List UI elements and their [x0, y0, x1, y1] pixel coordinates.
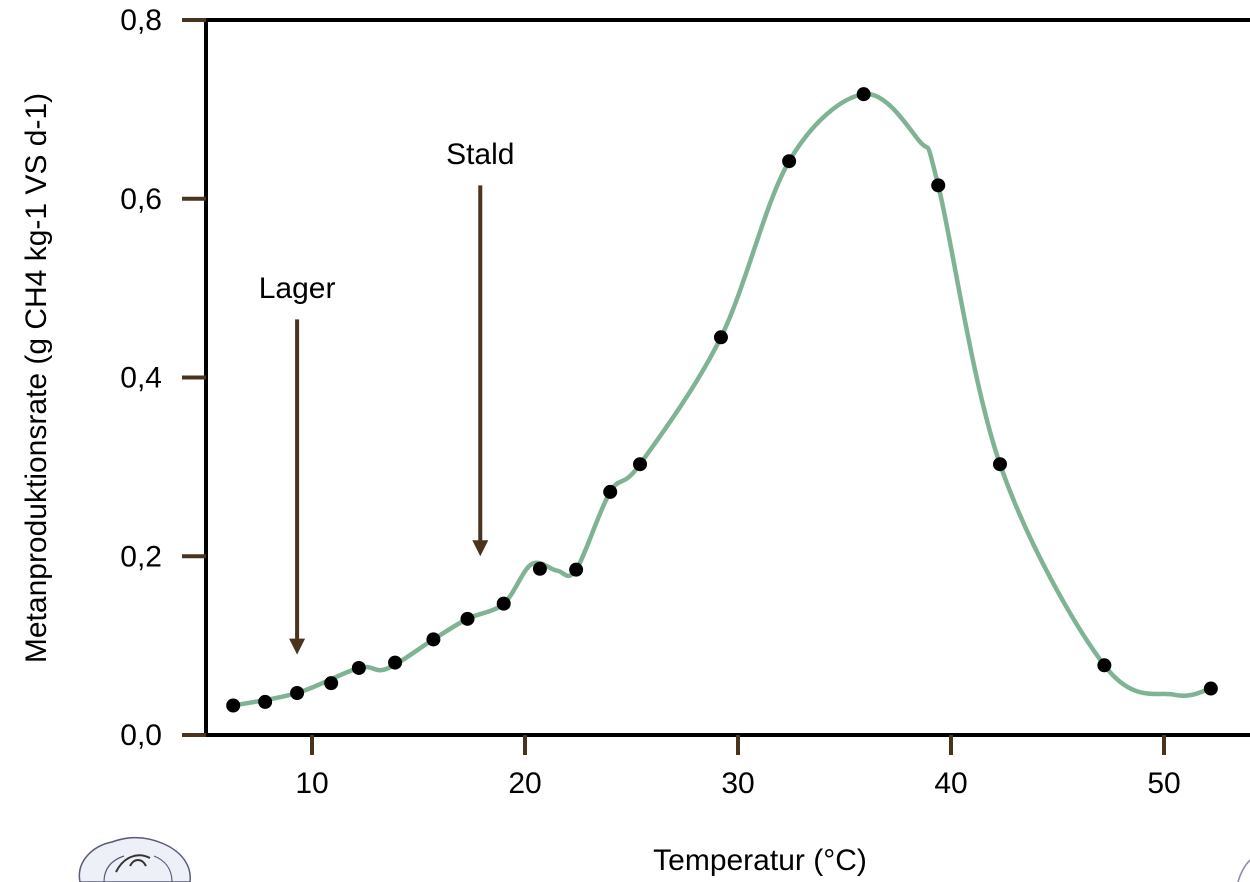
y-tick-label-0: 0,0 — [120, 719, 162, 752]
y-tick-label-3: 0,6 — [120, 183, 162, 216]
data-point-19 — [1203, 681, 1218, 696]
x-tick-label-1: 20 — [508, 767, 541, 800]
annotation-label-1: Stald — [446, 138, 514, 171]
y-tick-label-4: 0,8 — [120, 4, 162, 37]
data-point-6 — [426, 632, 441, 647]
y-axis-title: Metanproduktionsrate (g CH4 kg-1 VS d-1) — [20, 93, 53, 663]
x-tick-label-4: 50 — [1147, 767, 1180, 800]
data-point-1 — [258, 694, 273, 709]
data-point-16 — [931, 178, 946, 193]
annotation-arrow-head-1 — [472, 540, 489, 557]
fit-curve-0 — [230, 91, 1214, 708]
y-tick-label-2: 0,4 — [120, 362, 162, 395]
y-tick-label-1: 0,2 — [120, 540, 162, 573]
data-point-11 — [603, 484, 618, 499]
axes-frame — [204, 18, 1250, 737]
data-point-12 — [633, 457, 648, 472]
logo-sketch-icon — [78, 837, 191, 882]
data-point-13 — [713, 330, 728, 345]
data-point-17 — [992, 457, 1007, 472]
data-point-5 — [388, 655, 403, 670]
annotation-arrow-head-0 — [289, 638, 306, 655]
data-point-7 — [460, 611, 475, 626]
x-tick-label-2: 30 — [721, 767, 754, 800]
data-point-8 — [496, 596, 511, 611]
data-point-10 — [569, 562, 584, 577]
data-point-0 — [226, 698, 241, 713]
annotation-label-0: Lager — [259, 272, 336, 305]
data-point-9 — [532, 561, 547, 576]
data-point-15 — [856, 87, 871, 102]
data-point-2 — [290, 685, 305, 700]
fit-curve-layer — [230, 91, 1214, 708]
ticks: 0,0 0,2 0,4 0,6 0,8 10 20 30 40 50 — [120, 4, 1180, 800]
data-point-4 — [351, 660, 366, 675]
data-point-14 — [782, 154, 797, 169]
x-tick-label-0: 10 — [295, 767, 328, 800]
data-points-layer — [226, 87, 1218, 713]
axes — [204, 18, 1250, 737]
x-tick-label-3: 40 — [934, 767, 967, 800]
x-axis-title: Temperatur (°C) — [653, 844, 867, 877]
annotations-layer: Lager Stald — [259, 138, 514, 655]
corner-sketch-icon — [1237, 859, 1250, 882]
data-point-18 — [1097, 658, 1112, 673]
data-point-3 — [324, 676, 339, 691]
